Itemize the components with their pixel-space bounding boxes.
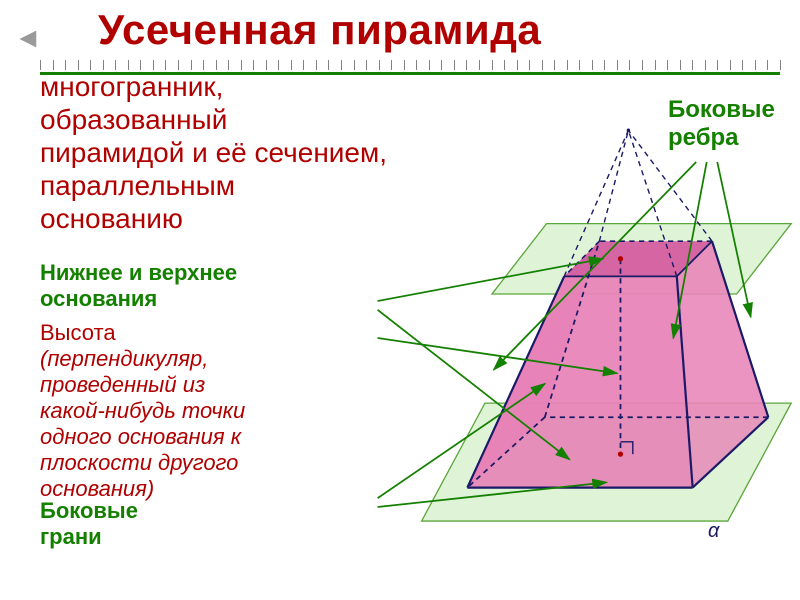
slide-title: Усеченная пирамида <box>98 6 541 54</box>
frustum-diagram <box>360 78 800 598</box>
slide-root: { "meta": { "title": "Усеченная пирамида… <box>0 0 800 600</box>
diagram-svg <box>360 78 800 598</box>
lateral-faces-label: Боковыеграни <box>40 498 138 550</box>
back-arrow-icon[interactable]: ◄ <box>14 22 42 54</box>
bases-label: Нижнее и верхнее основания <box>40 260 330 312</box>
height-text: Высота(перпендикуляр,проведенный изкакой… <box>40 320 245 502</box>
definition-text: многогранник,образованныйпирамидой и её … <box>40 70 387 235</box>
